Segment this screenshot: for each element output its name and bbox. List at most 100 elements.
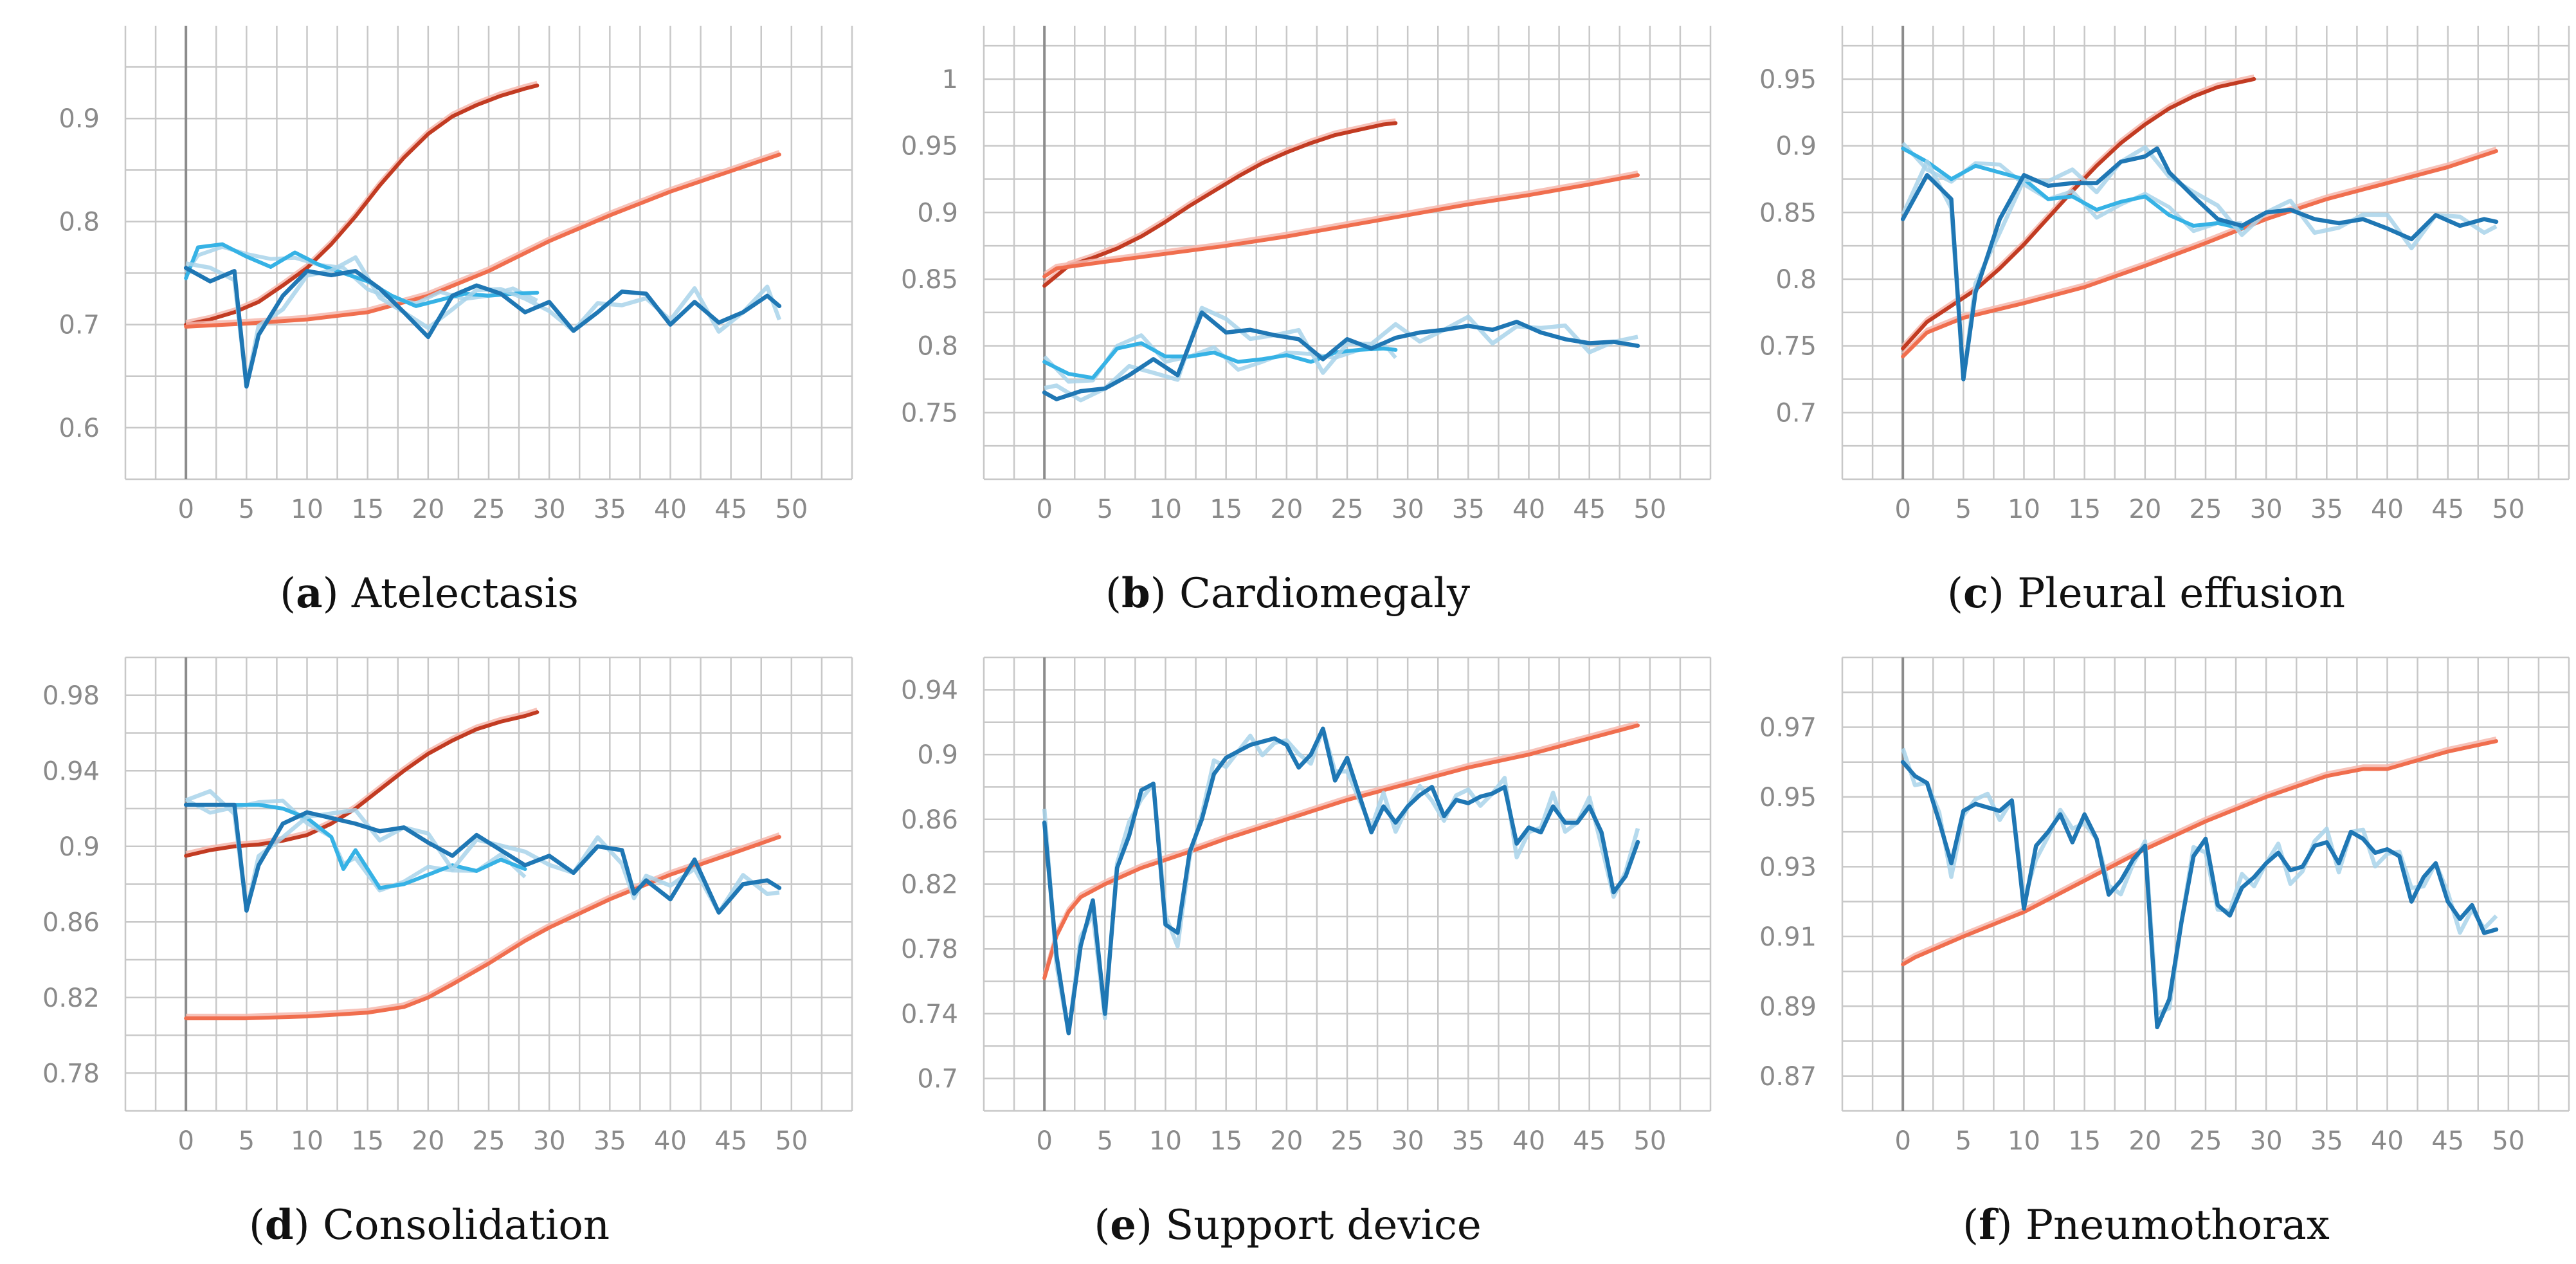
x-tick-label: 35 (594, 495, 626, 524)
y-tick-label: 0.8 (1775, 265, 1817, 295)
caption-text: Pneumothorax (2025, 1202, 2330, 1249)
subplot-support-device: 0.7 0.74 0.78 0.82 0.86 0.9 0.94 0 5 10 15 20 25 30 35… (858, 632, 1717, 1263)
caption-text: Consolidation (322, 1202, 610, 1249)
x-tick-label: 20 (412, 1126, 444, 1156)
x-tick-label: 10 (2008, 1126, 2040, 1156)
x-tick-label: 15 (1210, 1126, 1242, 1156)
x-tick-label: 0 (177, 495, 194, 524)
x-tick-label: 50 (1633, 1126, 1666, 1156)
y-tick-label: 0.85 (1759, 198, 1817, 228)
y-tick-label: 0.85 (901, 265, 958, 295)
y-axis: 0.75 0.8 0.85 0.9 0.95 1 (901, 65, 958, 428)
series-dark_blue-line (1042, 726, 1640, 1036)
x-tick-label: 20 (2128, 1126, 2161, 1156)
series-orange-line (1042, 723, 1640, 980)
x-tick-label: 25 (1331, 495, 1364, 524)
x-tick-label: 10 (291, 495, 323, 524)
y-tick-label: 0.7 (59, 311, 100, 340)
caption-text: Support device (1165, 1202, 1482, 1249)
x-tick-label: 40 (2371, 1126, 2404, 1156)
subplot-atelectasis: 0.6 0.7 0.8 0.9 0 5 10 15 20 25 30 35 40 45 50 (a) Ate… (0, 0, 858, 632)
grid (1841, 656, 2570, 1112)
series-dark_blue-raw-line (1042, 726, 1640, 1036)
subplot-caption: (a) Atelectasis (280, 569, 579, 618)
series-dark_red-raw-line (1043, 118, 1396, 285)
subplot-caption: (b) Cardiomegaly (1105, 569, 1471, 618)
series-orange-line (184, 152, 781, 329)
series-dark_blue-line (1900, 146, 2499, 381)
y-tick-label: 0.86 (42, 908, 100, 937)
series-group (1042, 118, 1640, 403)
y-tick-label: 0.9 (59, 832, 100, 862)
series-dark_red-line (184, 710, 540, 858)
x-tick-label: 0 (1036, 1126, 1052, 1156)
x-tick-label: 40 (654, 1126, 687, 1156)
y-tick-label: 0.87 (1759, 1062, 1817, 1092)
chart-plot: 0.87 0.89 0.91 0.93 0.95 0.97 0 5 10 15 20 25 30 35 40… (1759, 656, 2570, 1156)
y-tick-label: 0.9 (59, 104, 100, 134)
series-dark_red-line (184, 83, 540, 327)
subplot-cardiomegaly: 0.75 0.8 0.85 0.9 0.95 1 0 5 10 15 20 25 30 35 40 45 50 … (858, 0, 1717, 632)
y-tick-label: 0.94 (42, 756, 100, 786)
x-axis: 0 5 10 15 20 25 30 35 40 45 50 (1036, 495, 1666, 524)
x-axis: 0 5 10 15 20 25 30 35 40 45 50 (1036, 1126, 1666, 1156)
chart-plot: 0.78 0.82 0.86 0.9 0.94 0.98 0 5 10 15 20 25 30 35 40 4… (42, 656, 853, 1156)
x-tick-label: 0 (177, 1126, 194, 1156)
x-tick-label: 0 (1894, 495, 1910, 524)
series-dark_red-raw-line (185, 708, 538, 856)
series-orange-raw-line (1042, 720, 1638, 976)
caption-text: Cardiomegaly (1179, 570, 1471, 618)
x-tick-label: 45 (714, 1126, 747, 1156)
x-tick-label: 35 (1452, 1126, 1485, 1156)
grid (124, 656, 853, 1112)
x-tick-label: 30 (2250, 495, 2283, 524)
subplot-pneumothorax: 0.87 0.89 0.91 0.93 0.95 0.97 0 5 10 15 20 25 30 35 40… (1717, 632, 2575, 1263)
series-cyan-line (1042, 341, 1398, 380)
x-tick-label: 30 (2250, 1126, 2283, 1156)
x-axis: 0 5 10 15 20 25 30 35 40 45 50 (177, 1126, 808, 1156)
x-tick-label: 30 (533, 495, 566, 524)
y-tick-label: 0.95 (1759, 65, 1817, 95)
x-tick-label: 25 (2190, 1126, 2222, 1156)
series-dark_blue-line (1042, 310, 1640, 401)
chart-plot: 0.6 0.7 0.8 0.9 0 5 10 15 20 25 30 35 40 45 50 (59, 26, 853, 524)
x-tick-label: 30 (1392, 495, 1424, 524)
x-tick-label: 10 (1149, 495, 1182, 524)
series-dark_blue-line (1900, 760, 2499, 1030)
series-orange-raw-line (1901, 736, 2497, 964)
x-tick-label: 10 (291, 1126, 323, 1156)
y-tick-label: 0.8 (59, 207, 100, 237)
series-group (1900, 736, 2499, 1030)
y-tick-label: 0.95 (1759, 783, 1817, 812)
series-dark_blue-raw-line (1044, 306, 1638, 403)
x-tick-label: 25 (473, 1126, 505, 1156)
x-tick-label: 20 (1270, 1126, 1303, 1156)
x-tick-label: 20 (1270, 495, 1303, 524)
x-tick-label: 5 (1097, 1126, 1113, 1156)
x-tick-label: 0 (1894, 1126, 1910, 1156)
x-tick-label: 15 (351, 1126, 384, 1156)
y-tick-label: 0.78 (42, 1059, 100, 1088)
x-tick-label: 50 (775, 495, 808, 524)
x-tick-label: 5 (1955, 495, 1972, 524)
x-tick-label: 10 (2008, 495, 2040, 524)
x-tick-label: 45 (2431, 1126, 2464, 1156)
series-cyan-line (1901, 146, 2244, 231)
series-dark_blue-line (183, 802, 782, 915)
y-tick-label: 0.8 (917, 332, 958, 362)
x-tick-label: 40 (1512, 495, 1545, 524)
y-axis: 0.78 0.82 0.86 0.9 0.94 0.98 (42, 681, 100, 1089)
x-tick-label: 35 (1452, 495, 1485, 524)
x-tick-label: 50 (775, 1126, 808, 1156)
x-tick-label: 0 (1036, 495, 1052, 524)
y-tick-label: 0.9 (1775, 132, 1817, 161)
x-axis: 0 5 10 15 20 25 30 35 40 45 50 (1894, 495, 2525, 524)
x-tick-label: 50 (1633, 495, 1666, 524)
y-tick-label: 0.93 (1759, 852, 1817, 882)
series-dark_red-line (1042, 121, 1398, 288)
x-tick-label: 45 (2431, 495, 2464, 524)
y-tick-label: 0.86 (901, 805, 958, 835)
y-axis: 0.7 0.74 0.78 0.82 0.86 0.9 0.94 (901, 675, 958, 1094)
y-tick-label: 0.91 (1759, 922, 1817, 952)
x-tick-label: 5 (239, 495, 255, 524)
